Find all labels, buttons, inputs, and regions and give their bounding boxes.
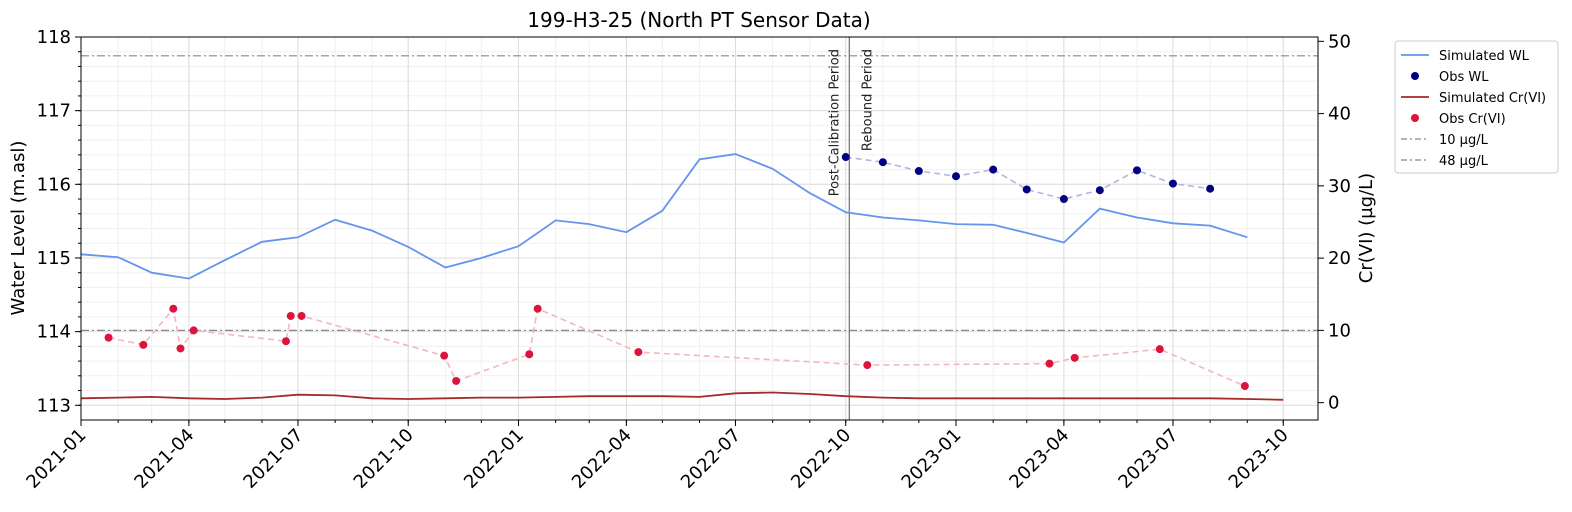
data-point-obs-cr-vi	[1045, 359, 1054, 368]
period-label: Post-Calibration Period	[827, 49, 842, 196]
grid	[80, 36, 1318, 420]
data-point-obs-cr-vi	[525, 350, 534, 359]
data-point-obs-cr-vi	[533, 304, 542, 313]
series-layer	[80, 153, 1284, 401]
data-point-obs-wl	[1206, 184, 1215, 193]
chart-title: 199-H3-25 (North PT Sensor Data)	[527, 8, 870, 32]
legend-swatch-marker	[1411, 114, 1419, 122]
data-point-obs-wl	[1168, 179, 1177, 188]
y-tick-label: 116	[37, 174, 71, 195]
data-point-obs-cr-vi	[1155, 345, 1164, 354]
legend-label: 10 µg/L	[1439, 133, 1489, 148]
data-point-obs-wl	[1095, 186, 1104, 195]
data-point-obs-cr-vi	[286, 311, 295, 320]
period-label: Rebound Period	[860, 49, 875, 151]
y2-tick-label: 50	[1328, 31, 1351, 52]
data-point-obs-wl	[914, 167, 923, 176]
data-point-obs-cr-vi	[139, 340, 148, 349]
legend-swatch-marker	[1411, 72, 1419, 80]
data-point-obs-wl	[1022, 185, 1031, 194]
data-point-obs-cr-vi	[440, 351, 449, 360]
y-tick-label: 115	[37, 248, 71, 269]
legend-label: 48 µg/L	[1439, 154, 1489, 169]
y2-axis-label: Cr(VI) (µg/L)	[1356, 173, 1377, 283]
series-connector-obs-cr-vi	[108, 306, 1246, 387]
data-point-obs-cr-vi	[1240, 382, 1249, 391]
y-tick-label: 118	[37, 27, 71, 48]
data-point-obs-cr-vi	[169, 304, 178, 313]
series-line-simulated-cr-vi	[80, 391, 1284, 401]
y2-tick-label: 30	[1328, 176, 1351, 197]
data-point-obs-wl	[1133, 166, 1142, 175]
legend-label: Obs Cr(VI)	[1439, 112, 1506, 127]
data-point-obs-wl	[952, 172, 961, 181]
data-point-obs-wl	[989, 165, 998, 174]
legend-label: Simulated WL	[1439, 49, 1530, 64]
y2-tick-label: 0	[1328, 393, 1339, 414]
legend-label: Obs WL	[1439, 70, 1489, 85]
data-point-obs-cr-vi	[297, 311, 306, 320]
period-lines: Post-Calibration Period Rebound Period	[827, 37, 875, 420]
data-point-obs-wl	[878, 158, 887, 167]
data-point-obs-cr-vi	[104, 333, 113, 342]
data-point-obs-cr-vi	[281, 337, 290, 346]
series-line-simulated-wl	[80, 153, 1248, 280]
threshold-lines	[81, 55, 1318, 331]
legend-box	[1394, 40, 1559, 174]
legend-label: Simulated Cr(VI)	[1439, 91, 1546, 106]
y-tick-label: 113	[37, 395, 71, 416]
y-tick-label: 117	[37, 101, 71, 122]
y2-tick-label: 10	[1328, 320, 1351, 341]
data-point-obs-cr-vi	[863, 361, 872, 370]
data-point-obs-cr-vi	[452, 376, 461, 385]
data-point-obs-cr-vi	[1070, 353, 1079, 362]
data-point-obs-cr-vi	[176, 344, 185, 353]
data-point-obs-wl	[841, 153, 850, 162]
y-tick-label: 114	[37, 322, 71, 343]
data-point-obs-wl	[1059, 195, 1068, 204]
series-connector-obs-wl	[845, 156, 1211, 200]
y2-tick-label: 40	[1328, 104, 1351, 125]
data-point-obs-cr-vi	[634, 348, 643, 357]
legend: Simulated WL Obs WL Simulated Cr(VI) Obs Cr…	[1394, 40, 1559, 174]
y-axis-label: Water Level (m.asl)	[8, 141, 29, 316]
y2-tick-label: 20	[1328, 248, 1351, 269]
data-point-obs-cr-vi	[189, 326, 198, 335]
